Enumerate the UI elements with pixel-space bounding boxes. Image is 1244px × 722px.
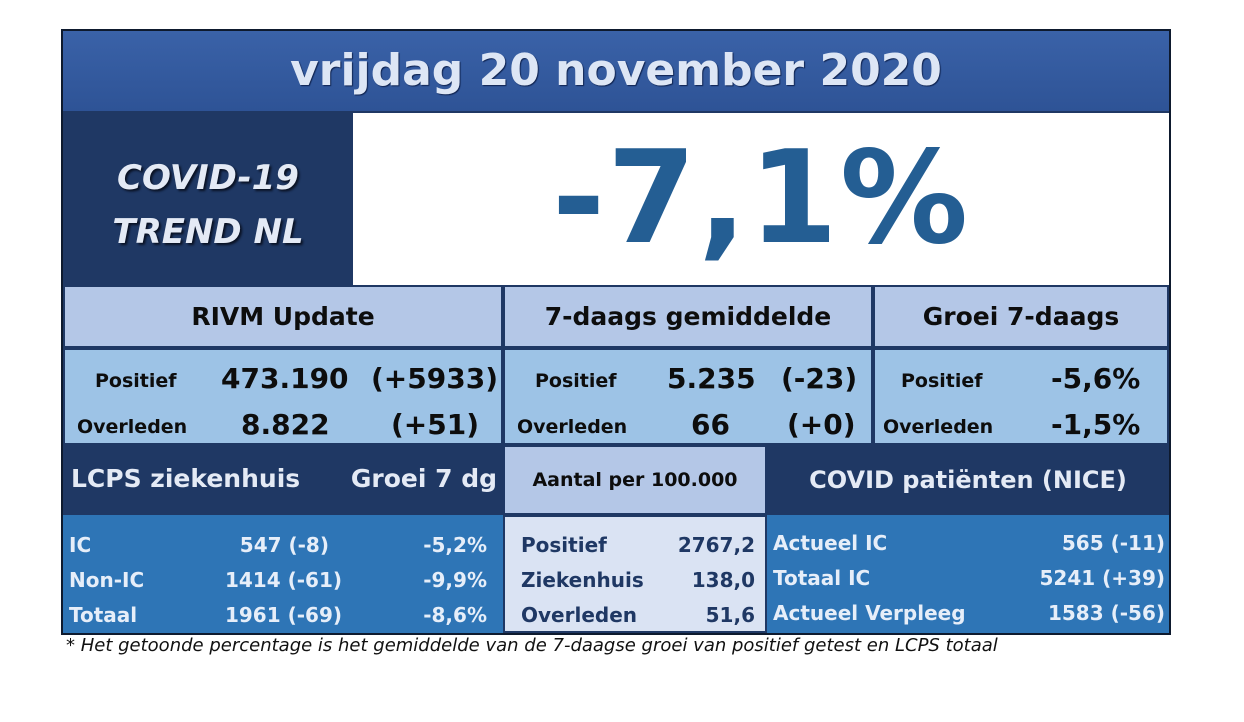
avg7-delta-overleden: (+0): [787, 408, 856, 441]
avg7-value-overleden: 66: [691, 408, 730, 441]
lcps-row-label: IC: [69, 533, 92, 557]
lcps-title: LCPS ziekenhuis: [71, 464, 301, 493]
rivm-header: RIVM Update: [63, 285, 503, 348]
lcps-row-value: 1414 (-61): [224, 568, 342, 592]
nice-row-label: Actueel Verpleeg: [773, 601, 966, 625]
lcps-header: LCPS ziekenhuis Groei 7 dg: [63, 445, 503, 515]
rivm-delta-overleden: (+51): [391, 408, 480, 441]
nice-header: COVID patiënten (NICE): [767, 445, 1169, 515]
nice-row-value: 1583 (-56): [1047, 601, 1165, 625]
lcps-row-growth: -5,2%: [423, 533, 487, 557]
lcps-row-value: 1961 (-69): [224, 603, 342, 627]
nice-row: Totaal IC 5241 (+39): [767, 560, 1169, 596]
nice-row-value: 5241 (+39): [1039, 566, 1166, 590]
rivm-value-overleden: 8.822: [241, 408, 330, 441]
nice-row-label: Totaal IC: [773, 566, 871, 590]
nice-panel: Actueel IC 565 (-11) Totaal IC 5241 (+39…: [767, 515, 1169, 633]
per100k-row: Ziekenhuis 138,0: [505, 562, 765, 598]
per100k-row: Positief 2767,2: [505, 527, 765, 563]
nice-row-label: Actueel IC: [773, 531, 888, 555]
per100k-row: Overleden 51,6: [505, 597, 765, 633]
nice-row: Actueel Verpleeg 1583 (-56): [767, 595, 1169, 631]
headline-percentage: -7,1%: [353, 113, 1169, 285]
footnote: * Het getoonde percentage is het gemidde…: [66, 635, 998, 656]
avg7-header: 7-daags gemiddelde: [503, 285, 873, 348]
per100k-header: Aantal per 100.000: [503, 445, 767, 515]
rivm-panel: Positief 473.190 (+5933) Overleden 8.822…: [63, 348, 503, 445]
per100k-row-value: 138,0: [691, 568, 755, 592]
growth7-value-overleden: -1,5%: [1051, 408, 1141, 441]
nice-row: Actueel IC 565 (-11): [767, 525, 1169, 561]
per100k-row-label: Overleden: [521, 603, 638, 627]
growth7-label-overleden: Overleden: [883, 416, 994, 438]
lcps-row-growth: -9,9%: [423, 568, 487, 592]
lcps-row-value: 547 (-8): [239, 533, 329, 557]
brand-line-1: COVID-19: [117, 158, 299, 198]
avg7-delta-positief: (-23): [781, 362, 858, 395]
per100k-panel: Positief 2767,2 Ziekenhuis 138,0 Overled…: [503, 515, 767, 633]
per100k-row-value: 51,6: [705, 603, 755, 627]
avg7-panel: Positief 5.235 (-23) Overleden 66 (+0): [503, 348, 873, 445]
lcps-row-ic: IC 547 (-8) -5,2%: [63, 527, 503, 563]
rivm-label-positief: Positief: [95, 370, 177, 392]
avg7-label-positief: Positief: [535, 370, 617, 392]
rivm-delta-positief: (+5933): [371, 362, 498, 395]
brand-line-2: TREND NL: [112, 212, 304, 252]
growth7-panel: Positief -5,6% Overleden -1,5%: [873, 348, 1169, 445]
lcps-row-non-ic: Non-IC 1414 (-61) -9,9%: [63, 562, 503, 598]
avg7-label-overleden: Overleden: [517, 416, 628, 438]
lcps-row-label: Non-IC: [69, 568, 145, 592]
lcps-row-totaal: Totaal 1961 (-69) -8,6%: [63, 597, 503, 633]
lcps-row-growth: -8,6%: [423, 603, 487, 627]
lcps-growth-title: Groei 7 dg: [350, 464, 497, 493]
growth7-header: Groei 7-daags: [873, 285, 1169, 348]
covid-dashboard-card: vrijdag 20 november 2020 COVID-19 TREND …: [61, 29, 1171, 635]
growth7-value-positief: -5,6%: [1051, 362, 1141, 395]
growth7-label-positief: Positief: [901, 370, 983, 392]
per100k-row-label: Ziekenhuis: [521, 568, 644, 592]
lcps-row-label: Totaal: [69, 603, 138, 627]
brand-title: COVID-19 TREND NL: [63, 111, 353, 285]
avg7-value-positief: 5.235: [667, 362, 756, 395]
date-header: vrijdag 20 november 2020: [63, 31, 1169, 111]
nice-row-value: 565 (-11): [1061, 531, 1165, 555]
rivm-value-positief: 473.190: [221, 362, 349, 395]
per100k-row-label: Positief: [521, 533, 607, 557]
per100k-row-value: 2767,2: [677, 533, 755, 557]
lcps-panel: IC 547 (-8) -5,2% Non-IC 1414 (-61) -9,9…: [63, 515, 503, 633]
rivm-label-overleden: Overleden: [77, 416, 188, 438]
